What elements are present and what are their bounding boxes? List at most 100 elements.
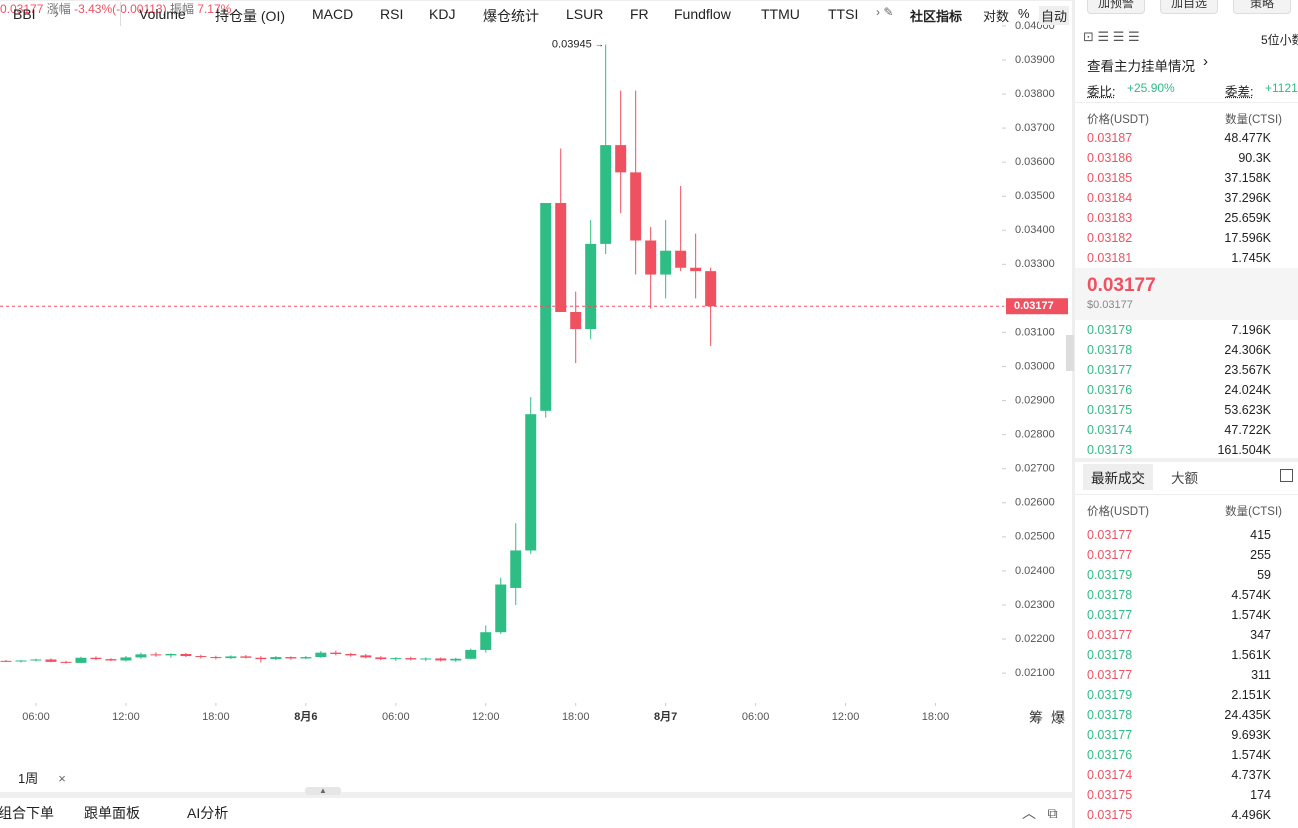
separator xyxy=(120,2,121,26)
option[interactable]: % xyxy=(1018,6,1030,21)
bottom-tab[interactable]: 组合下单 xyxy=(0,805,54,821)
indicator[interactable]: 爆仓统计 xyxy=(483,8,539,24)
row-qty: 1.574K xyxy=(1231,748,1271,762)
last-price-label: 0.03177 xyxy=(1014,300,1054,312)
candle-body xyxy=(150,654,162,656)
top-button[interactable]: 加预警 xyxy=(1087,0,1145,14)
indicator[interactable]: MACD xyxy=(312,6,354,22)
candle-body xyxy=(660,250,672,275)
row-price: 0.03187 xyxy=(1087,131,1133,145)
row-price: 0.03176 xyxy=(1087,383,1133,397)
divider xyxy=(1075,458,1298,462)
indicator[interactable]: BBI xyxy=(13,6,36,22)
candle-body xyxy=(510,550,522,588)
panel-handle[interactable] xyxy=(1066,335,1074,371)
row-qty: 23.567K xyxy=(1224,363,1271,377)
more-icon[interactable]: › ✎ xyxy=(876,5,894,19)
candle-body xyxy=(345,654,357,656)
y-tick-label: 0.03500 xyxy=(1015,190,1055,202)
candle-body xyxy=(570,312,582,330)
checkbox[interactable] xyxy=(1280,469,1293,482)
indicator[interactable]: LSUR xyxy=(566,6,604,22)
row-qty: 4.737K xyxy=(1231,768,1271,782)
indicator[interactable]: RSI xyxy=(380,6,404,22)
candle-body xyxy=(705,271,717,307)
close-icon[interactable]: × xyxy=(58,771,66,786)
trade-tab[interactable]: 大额 xyxy=(1171,471,1198,486)
row-qty: 47.722K xyxy=(1224,423,1271,437)
y-tick-label: 0.03300 xyxy=(1015,258,1055,270)
row-qty: 37.296K xyxy=(1224,191,1271,205)
row-price: 0.03178 xyxy=(1087,648,1133,662)
row-qty: 59 xyxy=(1257,568,1271,582)
candle-body xyxy=(690,267,702,272)
candle-body xyxy=(75,657,87,663)
candle-body xyxy=(165,654,177,656)
indicator[interactable]: Fundflow xyxy=(674,6,731,22)
trade-tab[interactable]: 最新成交 xyxy=(1083,464,1153,490)
row-qty: 174 xyxy=(1250,788,1271,802)
candle-body xyxy=(540,203,552,411)
candle-body xyxy=(60,661,72,663)
row-price: 0.03177 xyxy=(1087,363,1133,377)
y-tick-label: 0.03600 xyxy=(1015,156,1055,168)
y-tick-label: 0.03400 xyxy=(1015,224,1055,236)
row-qty: 53.623K xyxy=(1224,403,1271,417)
y-tick-label: 0.02800 xyxy=(1015,429,1055,441)
candle-body xyxy=(180,654,192,657)
ratio-label: 委比: xyxy=(1087,85,1116,99)
chevron[interactable]: › xyxy=(54,5,59,21)
option[interactable]: 对数 xyxy=(983,9,1010,24)
indicator-bar: BBI › Volume 持仓量 (OI) MACD RSI KDJ 爆仓统计 LSUR FR Fu… xyxy=(0,0,1072,28)
max-arrow: → xyxy=(595,39,604,49)
y-tick-label: 0.02300 xyxy=(1015,599,1055,611)
row-price: 0.03179 xyxy=(1087,568,1133,582)
row-price: 0.03174 xyxy=(1087,768,1133,782)
candle-body xyxy=(555,203,567,313)
candle-body xyxy=(375,657,387,660)
indicator[interactable]: 持仓量 (OI) xyxy=(215,8,285,24)
indicator[interactable]: TTSI xyxy=(828,6,859,22)
option[interactable]: 自动 xyxy=(1039,6,1070,25)
collapse-handle[interactable]: ▲ xyxy=(305,787,341,795)
amp-label: 振幅 xyxy=(169,2,194,16)
bottom-tab[interactable]: AI分析 xyxy=(187,805,229,821)
top-button[interactable]: 加自选 xyxy=(1160,0,1218,14)
side-label: 爆 xyxy=(1051,710,1065,726)
indicator[interactable]: FR xyxy=(630,6,649,22)
row-price: 0.03176 xyxy=(1087,748,1133,762)
indicator[interactable]: TTMU xyxy=(761,6,800,22)
candle-body xyxy=(210,657,222,659)
candle-body xyxy=(90,657,102,660)
row-qty: 48.477K xyxy=(1224,131,1271,145)
header-price: 0.03177 xyxy=(0,2,44,16)
x-tick-label: 06:00 xyxy=(22,711,50,723)
x-tick-label: 12:00 xyxy=(112,711,140,723)
row-price: 0.03178 xyxy=(1087,343,1133,357)
candle-body xyxy=(285,657,297,659)
candle-body xyxy=(465,649,477,659)
indicator[interactable]: Volume xyxy=(139,6,186,22)
candle-body xyxy=(30,659,42,661)
candle-body xyxy=(480,632,492,650)
row-price: 0.03185 xyxy=(1087,171,1133,185)
top-button[interactable]: 策略 xyxy=(1233,0,1291,14)
row-price: 0.03179 xyxy=(1087,323,1133,337)
bottom-tab[interactable]: 跟单面板 xyxy=(84,805,140,821)
panel-border xyxy=(1072,0,1075,828)
candle-body xyxy=(105,659,117,661)
mid-price: 0.03177 xyxy=(1087,275,1156,296)
community[interactable]: 社区指标 xyxy=(910,9,963,24)
main-orders[interactable]: 查看主力挂单情况 xyxy=(1087,59,1195,74)
view-icons[interactable]: ⊡ ☰ ☰ ☰ xyxy=(1083,29,1140,44)
row-price: 0.03179 xyxy=(1087,688,1133,702)
candle-body xyxy=(135,654,147,658)
indicator[interactable]: KDJ xyxy=(429,6,456,22)
last-price-box xyxy=(1006,298,1068,315)
row-price: 0.03184 xyxy=(1087,191,1133,205)
candle-body xyxy=(360,655,372,658)
x-tick-label: 18:00 xyxy=(922,711,950,723)
candle-body xyxy=(390,658,402,660)
row-qty: 161.504K xyxy=(1217,443,1271,457)
row-price: 0.03178 xyxy=(1087,708,1133,722)
